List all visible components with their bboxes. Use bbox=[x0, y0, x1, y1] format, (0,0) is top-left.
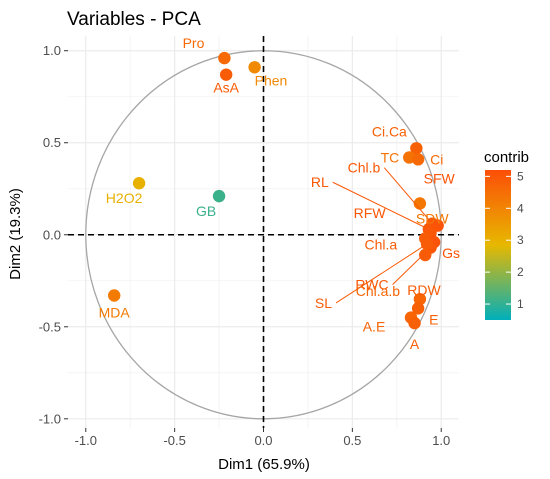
legend-colorbar bbox=[485, 170, 511, 320]
x-tick-label: 1.0 bbox=[432, 433, 450, 448]
point-label: Phen bbox=[255, 72, 288, 88]
x-tick-label: -1.0 bbox=[75, 433, 97, 448]
axes: -1.0 -0.5 0.0 0.5 1.0 -1.0 -0.5 0.0 0.5 1.0 bbox=[39, 36, 459, 448]
legend-tick-label: 4 bbox=[517, 201, 524, 215]
point-labels: Pro AsA Phen Ci.Ca TC Ci H2O2 GB RL Chl.b SFW RFW SD… bbox=[99, 35, 460, 352]
point-ci-ca bbox=[410, 142, 423, 155]
legend-tick-label: 5 bbox=[517, 169, 524, 183]
point-label: RFW bbox=[354, 205, 387, 221]
y-tick-label: 0.5 bbox=[43, 135, 61, 150]
point-label: RDW bbox=[407, 282, 441, 298]
point-label: GB bbox=[196, 203, 216, 219]
legend: contrib 5 4 3 2 1 bbox=[484, 149, 529, 320]
legend-tick-label: 1 bbox=[517, 297, 524, 311]
point-ci bbox=[411, 153, 425, 166]
point-label: SL bbox=[315, 295, 332, 311]
point-rdw bbox=[419, 248, 432, 262]
chart-title: Variables - PCA bbox=[67, 9, 201, 30]
label-leader-line bbox=[392, 247, 431, 286]
point-label: E bbox=[429, 311, 438, 327]
y-axis-title: Dim2 (19.3%) bbox=[7, 188, 24, 280]
legend-title: contrib bbox=[484, 149, 529, 166]
point-gb bbox=[212, 189, 226, 203]
point-label: A bbox=[410, 336, 420, 352]
point-sdw bbox=[413, 197, 427, 210]
point-asa bbox=[219, 68, 233, 81]
point-label: Chl.b bbox=[348, 160, 381, 176]
point-label: Chl.a bbox=[365, 236, 398, 252]
x-tick-label: 0.5 bbox=[343, 433, 361, 448]
y-tick-label: -1.0 bbox=[39, 411, 61, 426]
point-h2o2 bbox=[132, 177, 146, 190]
point-phen bbox=[248, 61, 261, 74]
point-label: Chl.a.b bbox=[356, 283, 401, 299]
point-label: A.E bbox=[363, 319, 386, 335]
legend-tick-label: 3 bbox=[517, 233, 524, 247]
point-label: SFW bbox=[424, 171, 456, 187]
label-leader-line bbox=[383, 167, 433, 225]
point-label: SDW bbox=[416, 210, 449, 226]
point-label: TC bbox=[381, 149, 400, 165]
label-leader-line bbox=[332, 181, 430, 230]
point-label: H2O2 bbox=[106, 190, 143, 206]
point-a bbox=[408, 316, 421, 330]
point-label: MDA bbox=[99, 304, 131, 320]
point-label: AsA bbox=[213, 80, 239, 96]
point-chl-a-b bbox=[413, 292, 427, 306]
x-tick-label: 0.0 bbox=[254, 433, 272, 448]
point-e bbox=[411, 302, 425, 315]
legend-tick-label: 2 bbox=[517, 265, 524, 279]
point-mda bbox=[108, 289, 121, 302]
x-axis-title: Dim1 (65.9%) bbox=[218, 456, 310, 473]
point-label: Ci bbox=[430, 151, 443, 167]
point-label: RWC bbox=[355, 277, 388, 293]
point-label: Pro bbox=[183, 35, 205, 51]
y-tick-label: 0.0 bbox=[43, 227, 61, 242]
point-label: Ci.Ca bbox=[372, 123, 407, 139]
y-tick-label: 1.0 bbox=[43, 43, 61, 58]
point-label: RL bbox=[311, 174, 329, 190]
x-tick-label: -0.5 bbox=[163, 433, 185, 448]
point-pro bbox=[218, 51, 231, 65]
label-leader-line bbox=[335, 243, 428, 304]
point-label: Gs bbox=[442, 245, 460, 261]
y-tick-label: -0.5 bbox=[39, 319, 61, 334]
